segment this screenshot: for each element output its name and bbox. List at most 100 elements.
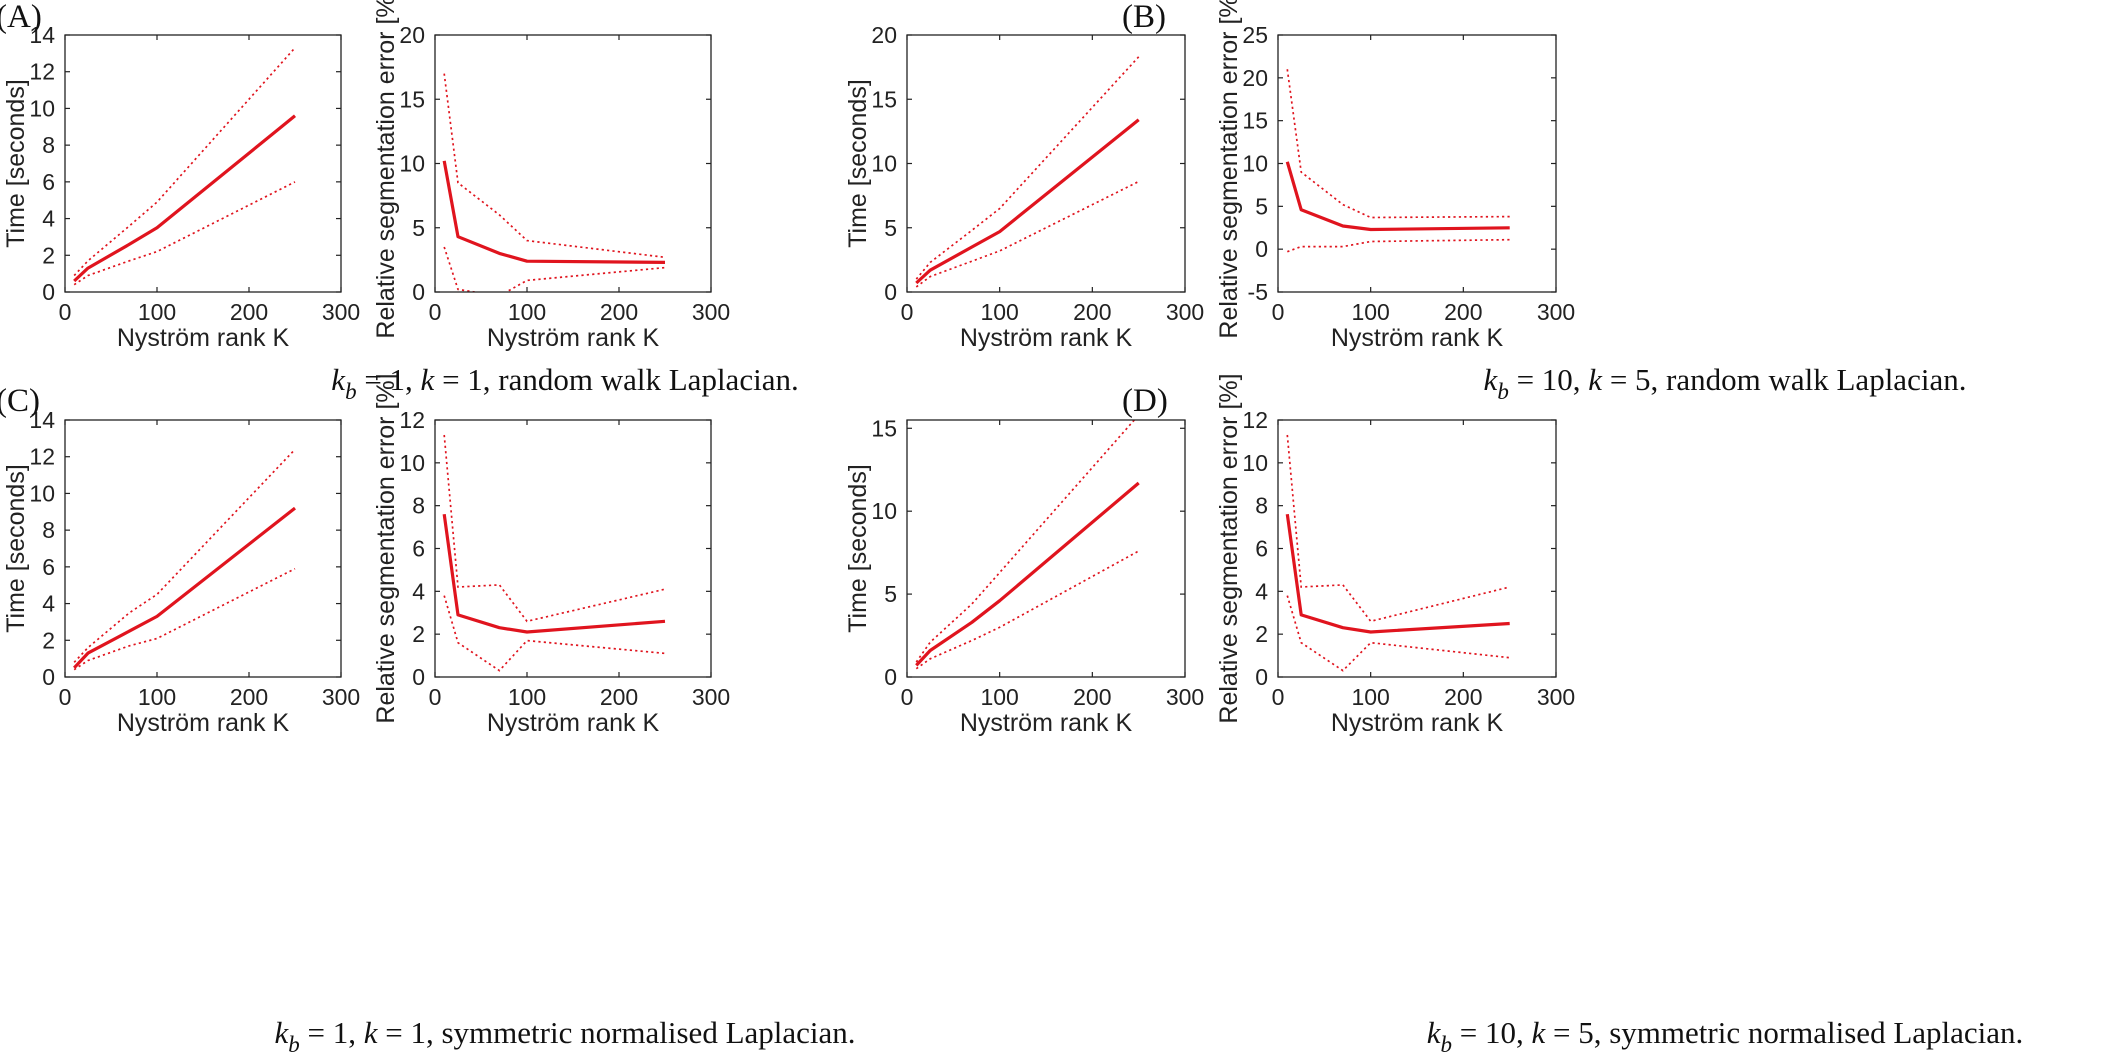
- series-upper-line: [915, 420, 1136, 663]
- y-tick-label: 15: [1242, 108, 1268, 134]
- x-tick-label: 300: [692, 299, 730, 325]
- panel-caption: kb = 1, k = 1, random walk Laplacian.: [331, 362, 798, 404]
- series-lower-line: [1286, 595, 1510, 672]
- y-tick-label: 8: [1255, 493, 1268, 519]
- y-tick-label: 4: [1255, 578, 1268, 604]
- x-tick-label: 0: [59, 684, 72, 710]
- x-tick-label: 0: [901, 684, 914, 710]
- series-mean-line: [73, 506, 296, 669]
- x-tick-label: 300: [1537, 299, 1575, 325]
- plot-7: 0 100 200 300 0 5 10 15 Nyström rank K Time [seco…: [844, 415, 1204, 737]
- series-mean-line: [1285, 161, 1510, 232]
- x-tick-label: 100: [980, 299, 1018, 325]
- axes-frame: [64, 419, 342, 678]
- y-tick-label: 10: [1242, 151, 1268, 177]
- x-tick-label: 100: [508, 684, 546, 710]
- series-lower-line: [73, 567, 296, 671]
- y-tick-label: 12: [29, 444, 55, 470]
- x-tick-label: 0: [1272, 299, 1285, 325]
- series-mean-line: [1285, 513, 1510, 634]
- x-tick-label: 100: [1351, 299, 1389, 325]
- series-lower-line: [443, 246, 666, 292]
- y-tick-label: 12: [1242, 407, 1268, 433]
- y-tick-label: 0: [412, 664, 425, 690]
- y-tick-label: -5: [1248, 279, 1268, 305]
- y-tick-label: 15: [871, 86, 897, 112]
- series-lower-line: [915, 550, 1140, 670]
- x-tick-label: 0: [429, 299, 442, 325]
- x-axis-label: Nyström rank K: [117, 324, 290, 352]
- x-axis-label: Nyström rank K: [1331, 709, 1504, 737]
- y-tick-label: 0: [42, 279, 55, 305]
- panel-caption: kb = 10, k = 5, random walk Laplacian.: [1484, 362, 1967, 404]
- series-upper-line: [73, 47, 296, 277]
- panel-caption: kb = 10, k = 5, symmetric normalised Lap…: [1427, 1015, 2024, 1055]
- y-axis-label: Relative segmentation error [%]: [1215, 0, 1243, 339]
- series-mean-line: [915, 118, 1140, 285]
- series-upper-line: [443, 73, 666, 259]
- y-tick-label: 2: [42, 242, 55, 268]
- series-upper-line: [1286, 434, 1510, 623]
- axes-frame: [1277, 419, 1557, 678]
- y-tick-label: 14: [29, 407, 55, 433]
- y-tick-label: 2: [1255, 621, 1268, 647]
- x-axis-label: Nyström rank K: [960, 709, 1133, 737]
- y-tick-label: 8: [412, 493, 425, 519]
- x-tick-label: 100: [508, 299, 546, 325]
- axes-frame: [434, 34, 712, 293]
- y-tick-label: 8: [42, 132, 55, 158]
- y-tick-label: 25: [1242, 22, 1268, 48]
- series-mean-line: [915, 481, 1140, 667]
- series-upper-line: [443, 434, 666, 623]
- x-axis-label: Nyström rank K: [487, 324, 660, 352]
- series-mean-line: [442, 513, 666, 634]
- axes-frame: [64, 34, 342, 293]
- series-mean-line: [442, 160, 666, 264]
- y-tick-label: 6: [42, 169, 55, 195]
- y-tick-label: 4: [412, 578, 425, 604]
- series-lower-line: [1287, 238, 1510, 253]
- x-tick-label: 200: [600, 299, 638, 325]
- y-tick-label: 10: [29, 480, 55, 506]
- panel-caption: kb = 1, k = 1, symmetric normalised Lapl…: [274, 1015, 855, 1055]
- x-tick-label: 100: [138, 299, 176, 325]
- series-upper-line: [73, 448, 296, 663]
- y-tick-label: 10: [1242, 450, 1268, 476]
- y-axis-label: Time [seconds]: [2, 79, 30, 248]
- y-tick-label: 0: [1255, 664, 1268, 690]
- series-upper-line: [1286, 69, 1510, 219]
- y-axis-label: Time [seconds]: [844, 464, 872, 633]
- y-tick-label: 0: [884, 279, 897, 305]
- plot-3: 0 100 200 300 0 5 10 15 20 Nyström rank K Time [se…: [844, 22, 1204, 352]
- y-tick-label: 14: [29, 22, 55, 48]
- y-tick-label: 6: [412, 536, 425, 562]
- x-tick-label: 0: [1272, 684, 1285, 710]
- y-axis-label: Time [seconds]: [844, 79, 872, 248]
- y-tick-label: 2: [412, 621, 425, 647]
- series-lower-line: [443, 595, 666, 672]
- y-tick-label: 10: [399, 450, 425, 476]
- x-tick-label: 0: [901, 299, 914, 325]
- series-lower-line: [73, 181, 296, 286]
- panel-label: (C): [0, 383, 40, 419]
- series-lower-line: [915, 180, 1140, 288]
- y-tick-label: 20: [1242, 65, 1268, 91]
- x-tick-label: 300: [1537, 684, 1575, 710]
- x-tick-label: 100: [980, 684, 1018, 710]
- x-tick-label: 200: [1444, 684, 1482, 710]
- x-tick-label: 100: [138, 684, 176, 710]
- x-axis-label: Nyström rank K: [960, 324, 1133, 352]
- panel-label: (B): [1122, 0, 1166, 35]
- y-tick-label: 10: [871, 151, 897, 177]
- x-tick-label: 200: [600, 684, 638, 710]
- y-tick-label: 5: [884, 215, 897, 241]
- y-tick-label: 4: [42, 206, 55, 232]
- x-axis-label: Nyström rank K: [1331, 324, 1504, 352]
- axes-frame: [1277, 34, 1557, 293]
- y-tick-label: 20: [399, 22, 425, 48]
- x-tick-label: 0: [429, 684, 442, 710]
- y-tick-label: 12: [29, 59, 55, 85]
- y-tick-label: 12: [399, 407, 425, 433]
